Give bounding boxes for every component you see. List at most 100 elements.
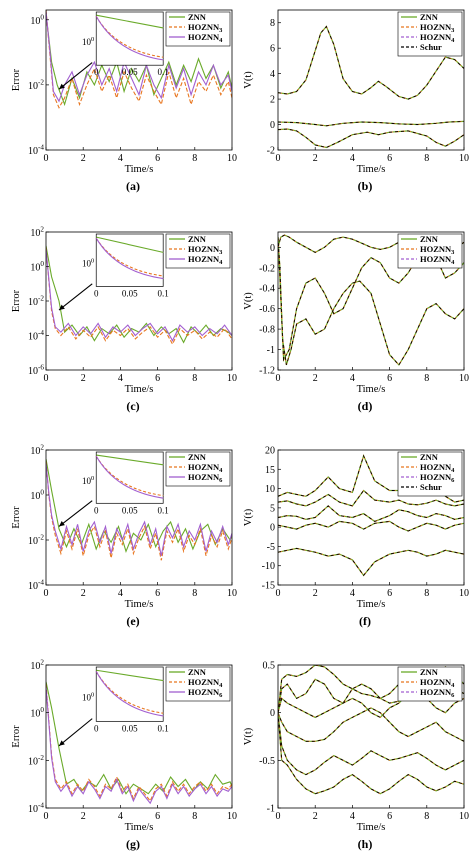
curve-hozA-4 bbox=[278, 547, 464, 577]
inset-x-tick-label: 0 bbox=[94, 67, 99, 77]
x-tick-label: 2 bbox=[313, 811, 318, 822]
y-tick-label: 10 bbox=[265, 484, 275, 495]
y-tick-label: 0 bbox=[270, 120, 275, 131]
inset-box bbox=[95, 11, 164, 66]
curve-reference-2 bbox=[278, 688, 464, 718]
x-tick-label: 0 bbox=[44, 588, 49, 599]
y-tick-label: 6 bbox=[270, 44, 275, 55]
axes-box bbox=[277, 9, 465, 151]
legend-label: HOZNN6 bbox=[420, 472, 455, 484]
panel-caption: (b) bbox=[358, 179, 373, 193]
legend-label: ZNN bbox=[420, 12, 439, 22]
y-axis-label: Error bbox=[11, 289, 22, 312]
axes-box bbox=[277, 664, 465, 809]
panel-caption: (e) bbox=[126, 614, 139, 628]
x-axis-label: Time/s bbox=[357, 384, 386, 395]
curve-reference-1 bbox=[278, 489, 464, 507]
curve-hozA-5 bbox=[278, 712, 464, 795]
panel-f: 0 2 4 6 8 10Time/s20151050-5-10-15V(t)ZNNHOZN… bbox=[243, 446, 469, 629]
axes-box bbox=[45, 449, 233, 586]
inset-arrow-head bbox=[59, 521, 65, 527]
inset-x-tick-label: 0.1 bbox=[158, 288, 169, 298]
y-tick-label: -0.4 bbox=[259, 284, 275, 295]
inset-x-tick-label: 0.05 bbox=[122, 67, 138, 77]
y-tick-label: 10-2 bbox=[28, 78, 44, 92]
x-tick-label: 0 bbox=[276, 588, 281, 599]
panel-caption: (g) bbox=[126, 837, 140, 851]
legend-label: ZNN bbox=[420, 234, 439, 244]
axes-box bbox=[277, 449, 465, 586]
x-tick-label: 10 bbox=[459, 811, 469, 822]
x-tick-label: 0 bbox=[44, 811, 49, 822]
x-tick-label: 0 bbox=[44, 153, 49, 164]
x-tick-label: 8 bbox=[192, 153, 197, 164]
inset-x-tick-label: 0 bbox=[94, 288, 99, 298]
inset-hozB-line bbox=[95, 455, 164, 499]
x-tick-label: 2 bbox=[81, 811, 86, 822]
inset-y-tick-label: 100 bbox=[82, 257, 94, 268]
x-tick-label: 8 bbox=[424, 373, 429, 384]
inset-arrow-head bbox=[59, 304, 65, 311]
x-tick-label: 2 bbox=[313, 373, 318, 384]
legend-label: HOZNN3 bbox=[420, 244, 455, 256]
inset-arrow-head bbox=[59, 740, 65, 746]
x-tick-label: 8 bbox=[192, 588, 197, 599]
curve-hozA-2 bbox=[278, 237, 464, 366]
y-tick-label: -0.5 bbox=[259, 756, 275, 767]
inset-x-tick-label: 0 bbox=[94, 723, 99, 733]
curve-reference-0 bbox=[278, 665, 464, 713]
x-tick-label: 6 bbox=[155, 588, 160, 599]
inset-hozB-line bbox=[95, 671, 164, 717]
legend-box bbox=[165, 666, 231, 702]
data-layer bbox=[46, 245, 232, 346]
x-tick-label: 8 bbox=[424, 811, 429, 822]
series-line-hoznn6 bbox=[46, 686, 232, 805]
y-tick-label: 10-2 bbox=[28, 754, 44, 768]
panel-e: 0 2 4 6 8 10Time/s10210010-210-4ErrorZNNHOZNN… bbox=[11, 444, 237, 629]
y-axis-label: V(t) bbox=[243, 727, 254, 745]
curve-reference-4 bbox=[278, 712, 464, 776]
legend-label: HOZNN6 bbox=[188, 687, 223, 699]
x-axis-label: Time/s bbox=[125, 384, 154, 395]
x-axis-label: Time/s bbox=[357, 822, 386, 833]
x-axis-label: Time/s bbox=[357, 164, 386, 175]
legend-box bbox=[397, 666, 463, 702]
legend-label: HOZNN6 bbox=[188, 472, 223, 484]
y-axis-label: V(t) bbox=[243, 71, 254, 89]
x-tick-label: 10 bbox=[227, 373, 237, 384]
x-tick-label: 4 bbox=[118, 153, 123, 164]
inset-x-tick-label: 0.1 bbox=[158, 723, 169, 733]
y-tick-label: 10-2 bbox=[28, 534, 44, 548]
legend-label: Schur bbox=[420, 42, 442, 52]
inset-arrow bbox=[58, 283, 93, 311]
panel-b: 0 2 4 6 8 10Time/s86420-2V(t)ZNNHOZNN3HOZNN4S… bbox=[243, 9, 469, 193]
y-tick-label: -1 bbox=[267, 345, 275, 356]
series-line-hoznn3 bbox=[46, 247, 232, 346]
x-tick-label: 6 bbox=[155, 811, 160, 822]
legend-box bbox=[397, 233, 463, 269]
inset-zoom: 0 0.05 0.1 100 bbox=[58, 451, 169, 527]
y-tick-label: 10-2 bbox=[28, 295, 44, 309]
curve-reference-3 bbox=[278, 520, 464, 532]
legend-label: HOZNN4 bbox=[188, 677, 223, 689]
inset-x-tick-label: 0.05 bbox=[122, 288, 138, 298]
inset-x-tick-label: 0 bbox=[94, 505, 99, 515]
inset-x-tick-label: 0.1 bbox=[158, 505, 169, 515]
x-tick-label: 10 bbox=[227, 153, 237, 164]
panel-caption: (a) bbox=[126, 179, 140, 193]
curve-reference-0 bbox=[278, 25, 464, 100]
legend-label: ZNN bbox=[420, 667, 439, 677]
y-tick-label: -5 bbox=[267, 542, 275, 553]
series-line-znn bbox=[46, 13, 232, 107]
legend-label: HOZNN4 bbox=[420, 254, 455, 266]
y-tick-label: 100 bbox=[30, 260, 44, 274]
curve-znn-5 bbox=[278, 712, 464, 795]
x-tick-label: 0 bbox=[276, 373, 281, 384]
series-line-hoznn4 bbox=[46, 249, 232, 342]
inset-hozB-line bbox=[95, 15, 164, 61]
y-tick-label: 100 bbox=[30, 13, 44, 27]
curve-reference-5 bbox=[278, 712, 464, 795]
